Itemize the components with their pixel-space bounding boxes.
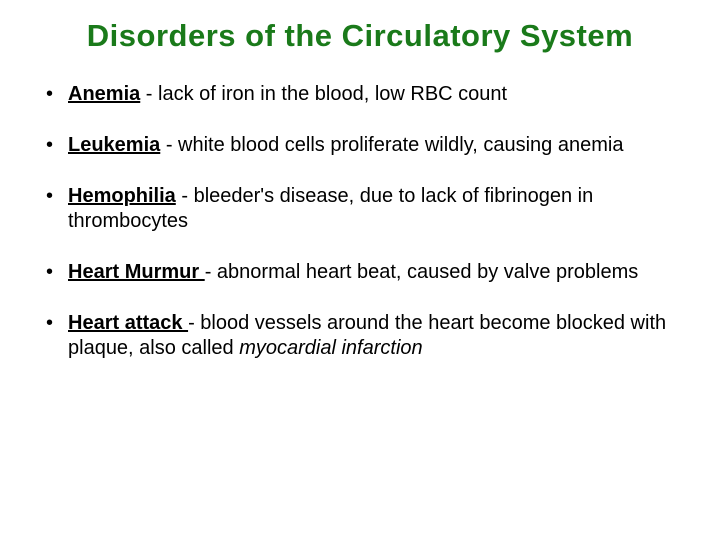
bullet-item: Leukemia - white blood cells proliferate…	[40, 133, 680, 158]
bullet-list: Anemia - lack of iron in the blood, low …	[40, 82, 680, 361]
bullet-item: Heart Murmur - abnormal heart beat, caus…	[40, 260, 680, 285]
slide-title: Disorders of the Circulatory System	[40, 18, 680, 54]
term: Anemia	[68, 83, 140, 105]
term: Heart Murmur	[68, 261, 205, 283]
bullet-item: Heart attack - blood vessels around the …	[40, 311, 680, 361]
bullet-item: Hemophilia - bleeder's disease, due to l…	[40, 184, 680, 234]
term: Hemophilia	[68, 185, 176, 207]
italic-text: myocardial infarction	[239, 337, 422, 359]
term: Leukemia	[68, 134, 160, 156]
description: - white blood cells proliferate wildly, …	[160, 134, 623, 156]
term: Heart attack	[68, 312, 188, 334]
description: - lack of iron in the blood, low RBC cou…	[140, 83, 507, 105]
bullet-item: Anemia - lack of iron in the blood, low …	[40, 82, 680, 107]
description: - abnormal heart beat, caused by valve p…	[205, 261, 639, 283]
